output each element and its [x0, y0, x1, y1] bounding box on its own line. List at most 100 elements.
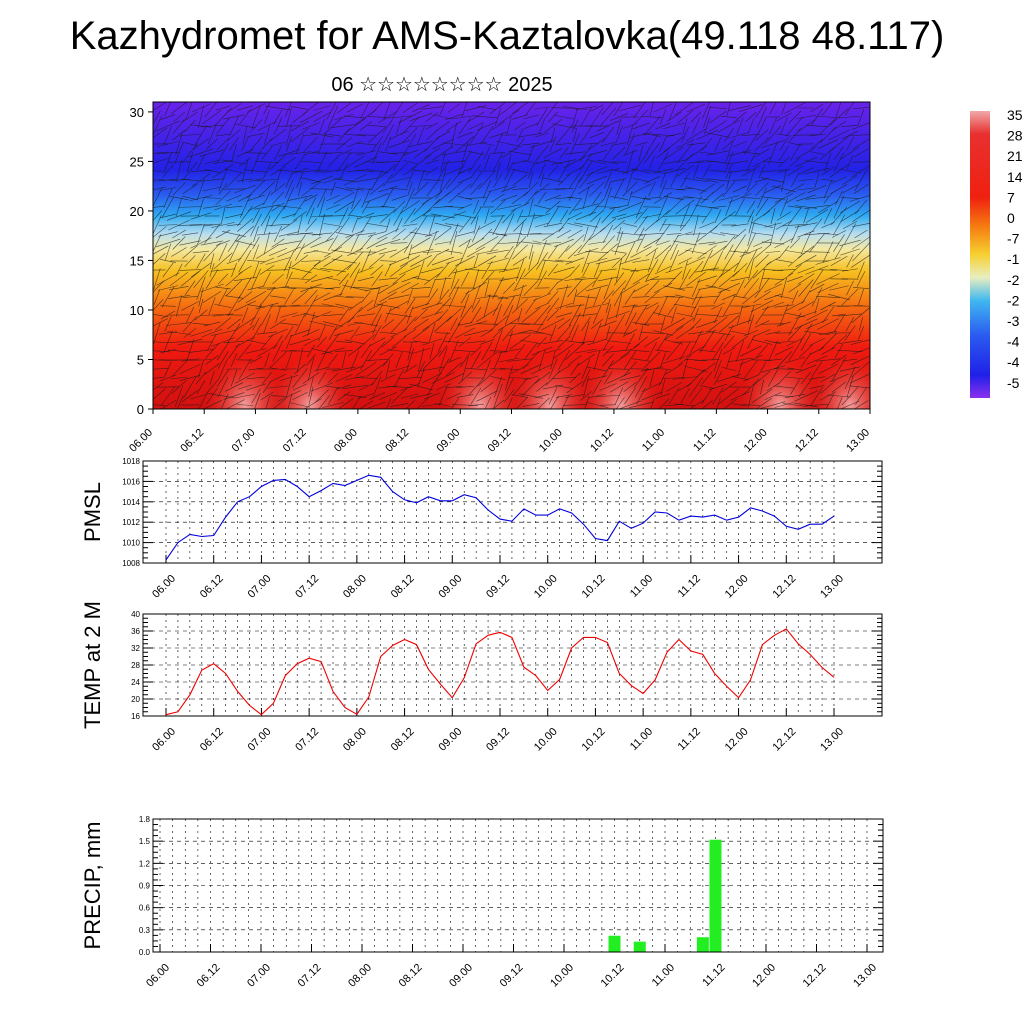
wind-vector	[746, 233, 756, 253]
wind-vector	[186, 151, 194, 173]
wind-vector	[550, 127, 556, 143]
wind-vector	[851, 236, 870, 250]
wind-vector	[671, 306, 677, 324]
wind-vector	[571, 324, 579, 342]
x-tick-label: 11.00	[628, 573, 655, 600]
wind-vector	[269, 367, 287, 371]
wind-vector	[388, 294, 410, 300]
wind-vector	[346, 296, 364, 298]
wind-vector	[540, 188, 566, 190]
wind-vector	[175, 132, 183, 156]
wind-vector	[260, 391, 274, 401]
wind-vector	[625, 168, 635, 192]
wind-vector	[638, 144, 644, 162]
wind-vector	[713, 306, 723, 324]
wind-vector	[606, 340, 632, 344]
wind-vector	[797, 266, 815, 274]
wind-vector	[726, 170, 732, 190]
wind-vector	[786, 116, 804, 136]
wind-vector	[525, 102, 536, 115]
wind-vector	[536, 252, 548, 270]
x-tick-label: 12.12	[770, 573, 798, 601]
wind-vector	[267, 269, 289, 271]
wind-vector	[192, 323, 210, 325]
wind-vector	[805, 196, 829, 200]
wind-vector	[395, 352, 403, 368]
wind-vector	[343, 115, 367, 119]
wind-vector	[756, 344, 768, 358]
wind-vector	[640, 366, 664, 372]
y-axis-label: PRECIP, mm	[80, 822, 105, 950]
wind-vector	[407, 289, 413, 305]
wind-vector	[347, 306, 363, 324]
wind-vector	[238, 157, 252, 167]
wind-vector	[659, 135, 667, 153]
wind-vector	[755, 102, 767, 119]
wind-vector	[511, 191, 529, 205]
wind-vector	[216, 117, 230, 135]
wind-vector	[230, 353, 238, 367]
wind-vector	[760, 323, 786, 325]
wind-vector	[214, 317, 232, 331]
wind-vector	[616, 117, 622, 135]
wind-vector	[810, 103, 824, 113]
wind-vector	[464, 141, 488, 147]
wind-vector	[420, 266, 444, 274]
wind-vector	[372, 142, 382, 164]
wind-vector	[654, 265, 672, 275]
wind-vector	[733, 250, 747, 272]
wind-vector	[458, 183, 472, 195]
wind-vector	[310, 188, 334, 190]
wind-vector	[683, 177, 709, 183]
wind-vector	[314, 169, 330, 173]
wind-vector	[693, 308, 699, 322]
wind-vector	[763, 160, 783, 164]
y-tick-label: 1016	[122, 477, 140, 486]
wind-vector	[565, 340, 585, 344]
wind-vector	[642, 213, 662, 219]
x-tick-label: 06.00	[127, 427, 155, 455]
colorbar-label: -5	[1007, 375, 1020, 391]
wind-vector	[601, 126, 615, 144]
wind-vector	[787, 276, 803, 282]
y-tick-label: 36	[131, 627, 140, 636]
wind-vector	[858, 326, 864, 340]
wind-vector	[842, 175, 858, 185]
heatmap-warm-cell	[440, 357, 520, 409]
wind-vector	[620, 343, 640, 359]
wind-vector	[496, 140, 522, 148]
wind-vector	[600, 235, 616, 251]
wind-vector	[745, 112, 757, 122]
wind-vector	[399, 264, 421, 276]
wind-vector	[344, 118, 366, 134]
wind-vector	[413, 318, 429, 330]
wind-vector	[570, 264, 580, 276]
wind-vector	[337, 127, 351, 143]
wind-vector	[450, 317, 458, 331]
wind-vector	[753, 210, 771, 222]
wind-vector	[643, 351, 661, 369]
wind-vector	[841, 386, 859, 406]
wind-vector	[458, 117, 472, 135]
x-tick-label: 07.12	[296, 962, 324, 990]
wind-vector	[804, 331, 830, 335]
wind-vector	[750, 222, 774, 228]
wind-vector	[373, 286, 381, 308]
wind-vector	[365, 169, 389, 173]
wind-vector	[549, 136, 557, 152]
wind-vector	[401, 275, 419, 283]
wind-vector	[764, 391, 782, 401]
wind-vector	[235, 240, 255, 246]
wind-vector	[620, 281, 640, 295]
wind-vector	[263, 163, 271, 179]
wind-vector	[417, 260, 425, 280]
wind-vector	[784, 192, 806, 204]
wind-vector	[366, 300, 388, 312]
wind-vector	[822, 241, 834, 263]
wind-vector	[179, 374, 201, 382]
wind-vector	[701, 249, 713, 273]
wind-vector	[841, 124, 859, 128]
wind-vector	[819, 146, 837, 160]
wind-vector	[568, 303, 582, 327]
wind-vector	[513, 236, 527, 250]
